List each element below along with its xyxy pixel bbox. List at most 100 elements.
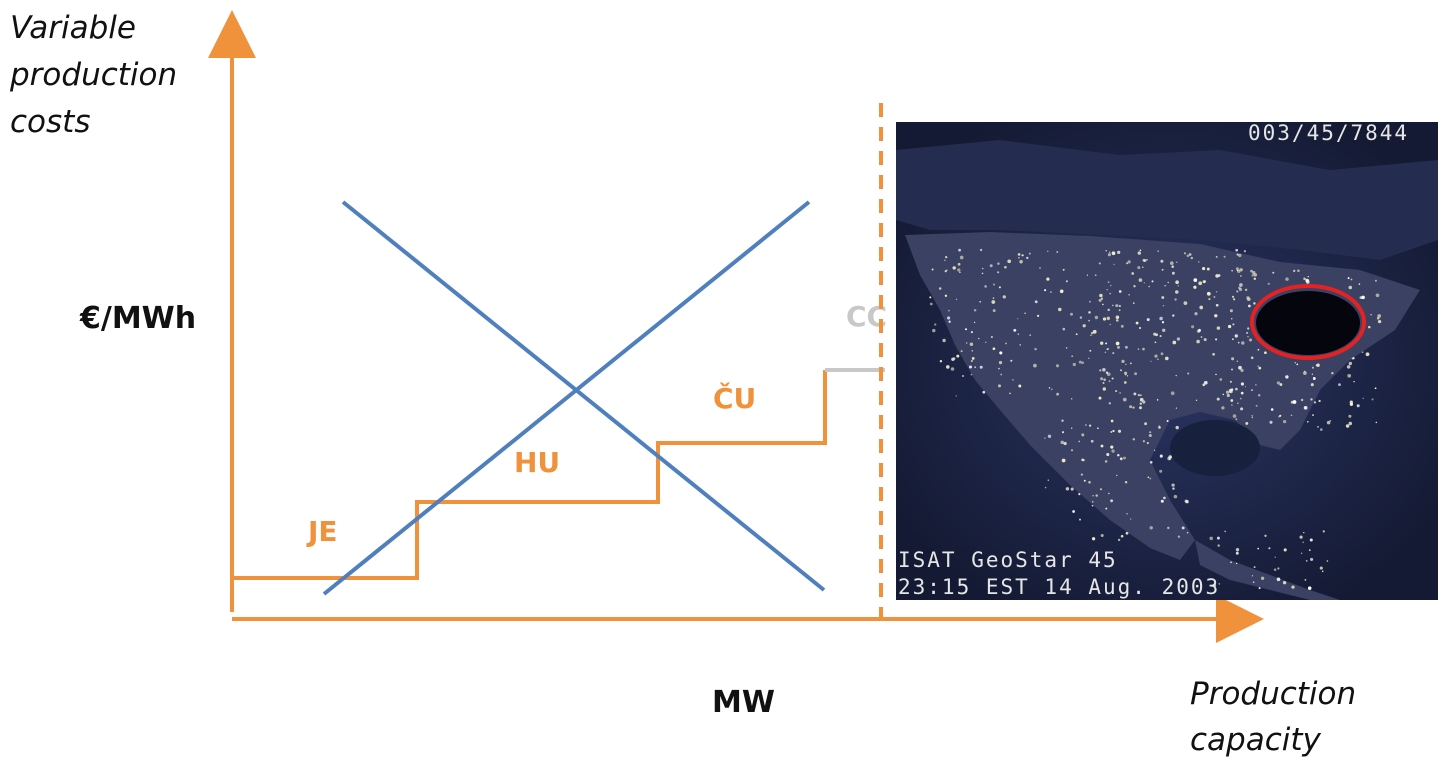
city-light-dot (1160, 352, 1164, 356)
city-light-dot (1231, 368, 1233, 371)
city-light-dot (1326, 420, 1331, 425)
city-light-dot (1100, 444, 1104, 448)
city-light-dot (1215, 255, 1218, 258)
city-light-dot (997, 262, 1000, 265)
city-light-dot (1164, 356, 1169, 361)
city-light-dot (1021, 254, 1024, 257)
city-light-dot (1199, 305, 1204, 310)
city-light-dot (1159, 469, 1163, 473)
city-light-dot (1028, 252, 1031, 255)
city-light-dot (1153, 332, 1157, 336)
city-light-dot (1215, 274, 1219, 278)
city-light-dot (1279, 383, 1283, 386)
city-light-dot (1142, 347, 1145, 351)
city-light-dot (1083, 479, 1086, 482)
city-light-dot (1377, 314, 1382, 318)
city-light-dot (1296, 363, 1299, 366)
city-light-dot (1311, 366, 1314, 369)
city-light-dot (1131, 272, 1135, 275)
city-light-dot (970, 360, 973, 362)
city-light-dot (1167, 526, 1170, 530)
city-light-dot (1348, 414, 1352, 418)
satellite-caption-line2: 23:15 EST 14 Aug. 2003 (898, 575, 1220, 599)
city-light-dot (1072, 362, 1076, 367)
city-light-dot (1217, 544, 1220, 547)
city-light-dot (1080, 473, 1084, 476)
city-light-dot (1345, 424, 1350, 428)
city-light-dot (1371, 398, 1374, 401)
city-light-dot (1273, 568, 1277, 571)
city-light-dot (1056, 392, 1059, 396)
city-light-dot (1303, 405, 1308, 410)
city-light-dot (1229, 380, 1232, 383)
city-light-dot (1070, 397, 1073, 400)
city-light-dot (1312, 377, 1316, 380)
city-light-dot (1139, 397, 1144, 402)
city-light-dot (1012, 379, 1014, 381)
city-light-dot (969, 342, 974, 346)
city-light-dot (1232, 338, 1234, 341)
city-light-dot (1154, 341, 1157, 344)
city-light-dot (1313, 401, 1317, 404)
city-light-dot (1235, 551, 1239, 555)
city-light-dot (1215, 303, 1219, 307)
city-light-dot (1186, 531, 1189, 534)
city-light-dot (1098, 262, 1101, 265)
city-light-dot (942, 338, 946, 343)
city-light-dot (1209, 536, 1213, 541)
city-light-dot (1320, 428, 1323, 431)
city-light-dot (1252, 270, 1256, 275)
city-light-dot (998, 384, 1001, 388)
city-light-dot (1248, 304, 1251, 308)
city-light-dot (1177, 535, 1181, 538)
city-light-dot (956, 354, 960, 358)
city-light-dot (1264, 534, 1267, 537)
x-axis-title: Production capacity (1190, 676, 1366, 758)
city-light-dot (1100, 341, 1104, 345)
city-light-dot (1240, 382, 1244, 386)
city-light-dot (1190, 256, 1194, 260)
city-light-dot (1348, 421, 1353, 426)
city-light-dot (1070, 449, 1074, 452)
city-light-dot (1231, 318, 1233, 320)
city-light-dot (1238, 286, 1241, 290)
city-light-dot (1056, 251, 1059, 253)
city-light-dot (973, 309, 977, 312)
city-light-dot (957, 268, 961, 272)
city-light-dot (1091, 504, 1094, 507)
city-light-dot (1158, 425, 1160, 427)
city-light-dot (1331, 372, 1334, 375)
city-light-dot (1240, 368, 1244, 373)
city-light-dot (998, 286, 1001, 289)
city-light-dot (1130, 362, 1132, 365)
city-light-dot (1238, 365, 1242, 370)
city-light-dot (1100, 377, 1104, 381)
city-light-dot (970, 331, 973, 334)
city-light-dot (984, 285, 987, 288)
city-light-dot (950, 367, 955, 371)
city-light-dot (1305, 560, 1308, 562)
city-light-dot (1238, 253, 1242, 258)
city-light-dot (1125, 531, 1129, 535)
city-light-dot (1119, 457, 1123, 461)
city-light-dot (1099, 369, 1102, 372)
city-light-dot (1110, 419, 1114, 423)
city-light-dot (1132, 438, 1136, 441)
city-light-dot (944, 259, 946, 262)
city-light-dot (929, 296, 932, 299)
city-light-dot (1285, 375, 1289, 379)
city-light-dot (1317, 425, 1319, 428)
city-light-dot (1319, 566, 1323, 570)
city-light-dot (1079, 518, 1081, 521)
city-light-dot (1216, 397, 1220, 401)
city-light-dot (1257, 365, 1259, 367)
city-light-dot (1236, 360, 1238, 362)
city-light-dot (1306, 420, 1309, 423)
city-light-dot (1081, 433, 1085, 437)
city-light-dot (1137, 266, 1141, 270)
city-light-dot (1198, 281, 1203, 286)
city-light-dot (1278, 416, 1280, 418)
city-light-dot (1257, 393, 1261, 397)
city-light-dot (1105, 342, 1108, 345)
city-light-dot (1029, 334, 1031, 336)
